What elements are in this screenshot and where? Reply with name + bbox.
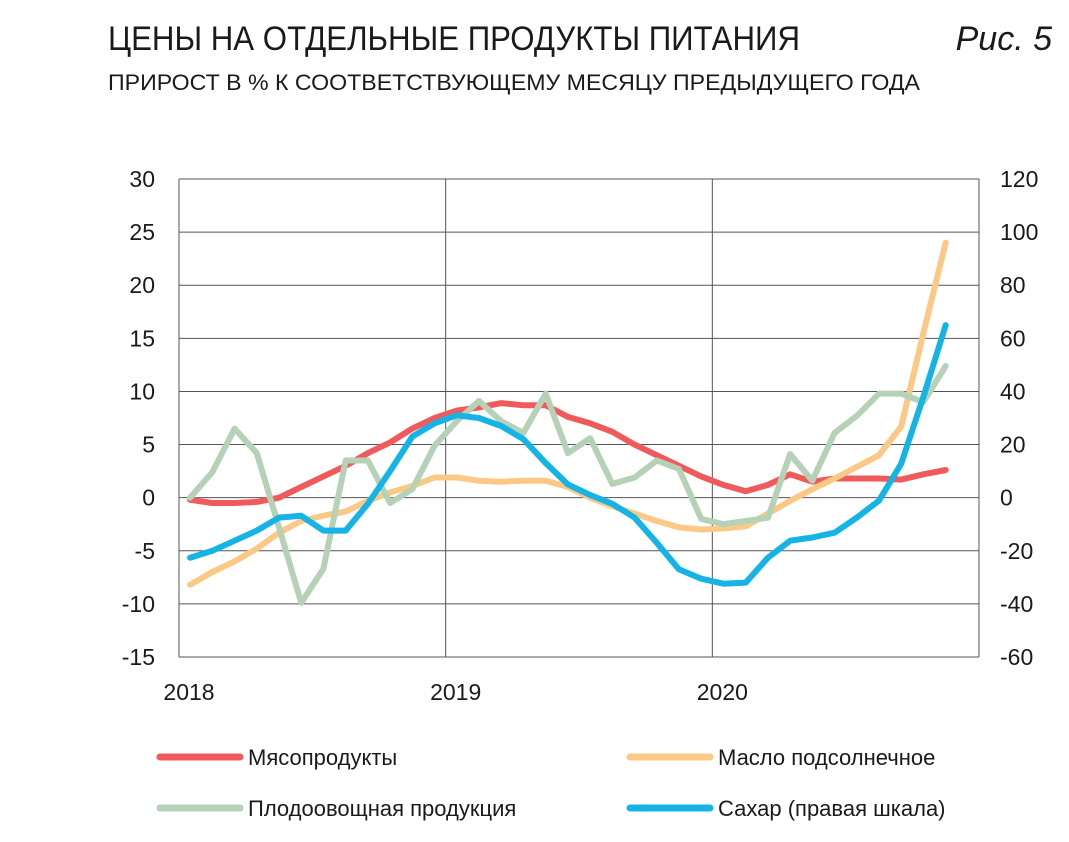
left-axis-tick-label: 30 [129, 166, 155, 192]
series-line-2 [187, 363, 949, 606]
right-axis-tick-label: -60 [1000, 644, 1033, 670]
legend-label: Плодоовощная продукция [248, 796, 516, 821]
left-axis-tick-label: 5 [142, 432, 155, 458]
axis-labels: 30 25 20 15 10 5 0 -5 -10 -15 120 100 80 60 40 20 0 -20 -4… [122, 166, 1039, 705]
right-axis-tick-label: 80 [1000, 272, 1026, 298]
left-axis-tick-label: 0 [142, 485, 155, 511]
legend-label: Сахар (правая шкала) [718, 796, 946, 821]
right-axis-tick-label: 0 [1000, 485, 1013, 511]
x-axis-tick-label: 2020 [697, 679, 748, 705]
right-axis-tick-label: 100 [1000, 219, 1038, 245]
chart-title: ЦЕНЫ НА ОТДЕЛЬНЫЕ ПРОДУКТЫ ПИТАНИЯ [108, 20, 800, 58]
legend: Мясопродукты Масло подсолнечное Плодоовощн… [156, 745, 946, 821]
figure-label: Рис. 5 [956, 20, 1052, 58]
right-axis-tick-label: 40 [1000, 378, 1026, 404]
x-axis-tick-label: 2018 [163, 679, 214, 705]
right-axis-tick-label: 120 [1000, 166, 1038, 192]
left-axis-tick-label: 20 [129, 272, 155, 298]
left-axis-tick-label: 25 [129, 219, 155, 245]
left-axis-tick-label: -5 [135, 538, 155, 564]
left-axis-tick-label: 10 [129, 378, 155, 404]
right-axis-tick-label: 20 [1000, 432, 1026, 458]
legend-label: Масло подсолнечное [718, 745, 935, 770]
series-line-3 [187, 322, 949, 587]
series-lines [187, 239, 949, 606]
right-axis-tick-label: -40 [1000, 591, 1033, 617]
right-axis-tick-label: 60 [1000, 325, 1026, 351]
legend-label: Мясопродукты [248, 745, 397, 770]
left-axis-tick-label: -10 [122, 591, 155, 617]
right-axis-tick-label: -20 [1000, 538, 1033, 564]
left-axis-tick-label: 15 [129, 325, 155, 351]
series-line-0 [187, 400, 949, 506]
chart-subtitle: ПРИРОСТ В % К СООТВЕТСТВУЮЩЕМУ МЕСЯЦУ ПР… [108, 70, 920, 95]
left-axis-tick-label: -15 [122, 644, 155, 670]
x-axis-tick-label: 2019 [430, 679, 481, 705]
